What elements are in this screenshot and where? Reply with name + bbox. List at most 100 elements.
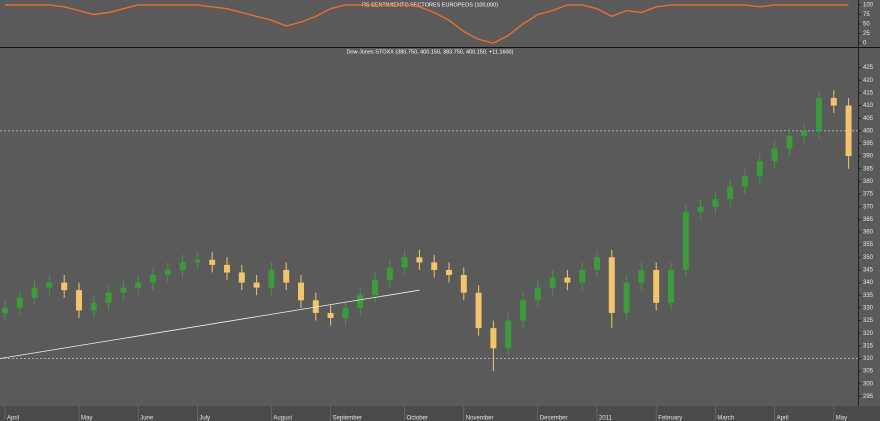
candle-body <box>253 282 260 288</box>
y-tick-label: 335 <box>863 293 874 299</box>
trend-line <box>0 289 420 359</box>
y-tick-label: 305 <box>863 369 874 375</box>
candle-body <box>268 269 275 288</box>
x-tick-label: 2011 <box>599 416 613 421</box>
candle-body <box>342 307 349 318</box>
candle-body <box>668 269 674 303</box>
candle-body <box>742 176 748 187</box>
y-tick-label: 320 <box>863 331 874 337</box>
panel-title: Dow Jones STOXX (380.750, 400.150, 383.7… <box>347 49 514 55</box>
candle-body <box>756 161 763 177</box>
y-tick-label: 405 <box>863 116 874 122</box>
y-tick-label: 300 <box>863 381 874 387</box>
y-tick-label: 375 <box>863 192 874 198</box>
candle-body <box>490 328 497 349</box>
candle-body <box>727 186 734 200</box>
candle-body <box>594 257 600 270</box>
candle-body <box>534 287 541 301</box>
candle-body <box>623 282 630 313</box>
candle-body <box>2 307 8 313</box>
candle-body <box>16 297 23 308</box>
x-tick-label: April <box>777 416 789 421</box>
candle-body <box>475 292 482 329</box>
candle-body <box>179 262 186 270</box>
y-tick-label: 350 <box>863 255 874 261</box>
candle-body <box>712 199 719 207</box>
candle-body <box>224 264 230 273</box>
candle-body <box>801 130 808 136</box>
y-tick-label: 310 <box>863 356 874 362</box>
candle-body <box>150 275 156 283</box>
candle-body <box>564 277 571 283</box>
candle-body <box>579 269 586 283</box>
candle-body <box>816 97 822 131</box>
candle-body <box>549 277 556 288</box>
x-tick-label: December <box>540 416 568 421</box>
candle-body <box>327 312 334 318</box>
panel-title: RS SENTIMIENTO SECTORES EUROPEOS (100,00… <box>362 2 498 8</box>
candle-body <box>209 259 216 265</box>
y-tick-label: 365 <box>863 217 874 223</box>
y-tick-label: 340 <box>863 280 874 286</box>
candle-body <box>682 211 689 270</box>
x-tick-label: September <box>333 416 362 421</box>
candle-body <box>164 269 171 275</box>
y-tick-label: 100 <box>863 2 874 8</box>
candle-body <box>460 275 467 293</box>
candle-body <box>520 300 526 321</box>
x-tick-label: March <box>717 416 734 421</box>
candle-body <box>845 105 852 157</box>
candle-body <box>416 257 423 263</box>
candle-body <box>446 269 452 275</box>
candle-body <box>431 262 438 270</box>
candle-body <box>76 290 82 311</box>
y-tick-label: 380 <box>863 179 874 185</box>
candle-body <box>312 300 319 313</box>
candle-body <box>372 280 378 296</box>
x-tick-label: June <box>140 416 154 421</box>
y-tick-label: 315 <box>863 343 874 349</box>
candle-body <box>386 267 393 281</box>
y-tick-label: 400 <box>863 128 874 134</box>
y-tick-label: 395 <box>863 141 874 147</box>
y-tick-label: 330 <box>863 305 874 311</box>
candle-body <box>771 148 778 162</box>
y-tick-label: 295 <box>863 394 874 400</box>
x-tick-label: May <box>836 416 847 421</box>
candle-body <box>90 302 97 311</box>
x-tick-label: August <box>273 416 292 421</box>
y-tick-label: 345 <box>863 268 874 274</box>
y-tick-label: 50 <box>863 22 870 28</box>
x-tick-label: April <box>7 416 19 421</box>
candle-body <box>105 292 112 303</box>
x-tick-label: November <box>466 416 494 421</box>
candle-body <box>638 269 645 283</box>
candle-body <box>135 282 142 288</box>
y-tick-label: 370 <box>863 204 874 210</box>
candle-body <box>401 257 408 268</box>
y-tick-label: 415 <box>863 90 874 96</box>
y-tick-label: 25 <box>863 31 870 37</box>
candle-body <box>298 282 304 301</box>
y-tick-label: 425 <box>863 65 874 71</box>
y-tick-label: 420 <box>863 78 874 84</box>
candle-body <box>608 257 615 313</box>
y-tick-label: 410 <box>863 103 874 109</box>
y-tick-label: 385 <box>863 166 874 172</box>
candle-body <box>505 320 512 349</box>
candle-body <box>697 206 704 212</box>
candle-body <box>120 287 127 293</box>
candle-body <box>31 287 38 298</box>
y-tick-label: 360 <box>863 230 874 236</box>
y-tick-label: 325 <box>863 318 874 324</box>
candle-body <box>830 97 837 106</box>
y-tick-label: 75 <box>863 12 870 18</box>
y-tick-label: 390 <box>863 154 874 160</box>
candle-body <box>357 295 364 308</box>
candle-body <box>238 272 245 283</box>
candle-body <box>194 259 201 263</box>
x-tick-label: May <box>81 416 92 421</box>
